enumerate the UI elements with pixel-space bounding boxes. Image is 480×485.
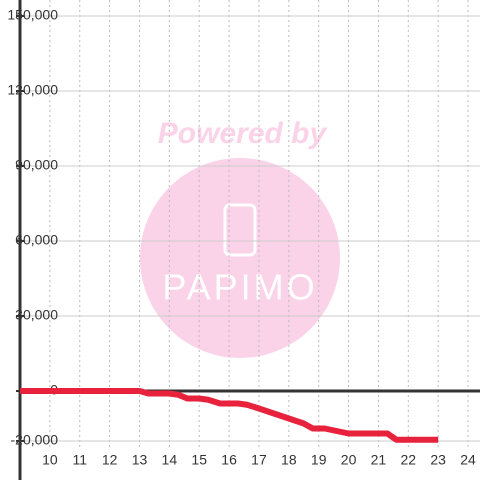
y-tick-label: 150,000 xyxy=(7,7,58,23)
x-tick-label: 23 xyxy=(430,452,446,468)
x-tick-label: 13 xyxy=(132,452,148,468)
x-tick-label: 17 xyxy=(251,452,267,468)
x-tick-label: 19 xyxy=(311,452,327,468)
y-tick-label: 60,000 xyxy=(15,232,58,248)
x-tick-label: 21 xyxy=(371,452,387,468)
watermark: Powered by xyxy=(158,117,328,150)
series-line xyxy=(20,388,439,443)
x-tick-label: 20 xyxy=(341,452,357,468)
x-tick-label: 22 xyxy=(401,452,417,468)
y-tick-label: 90,000 xyxy=(15,157,58,173)
y-tick-label: 30,000 xyxy=(15,307,58,323)
x-tick-label: 24 xyxy=(460,452,476,468)
logo-phone xyxy=(223,203,257,257)
x-tick-label: 10 xyxy=(42,452,58,468)
logo-circle xyxy=(140,158,340,358)
x-tick-label: 15 xyxy=(191,452,207,468)
x-tick-label: 11 xyxy=(72,452,87,468)
x-tick-label: 16 xyxy=(221,452,237,468)
x-tick-label: 12 xyxy=(102,452,118,468)
logo-text: PAPIMO xyxy=(162,267,317,308)
x-tick-label: 18 xyxy=(281,452,297,468)
y-tick-label: 120,000 xyxy=(7,82,58,98)
y-tick-label: -20,000 xyxy=(11,432,59,448)
x-tick-label: 14 xyxy=(162,452,178,468)
